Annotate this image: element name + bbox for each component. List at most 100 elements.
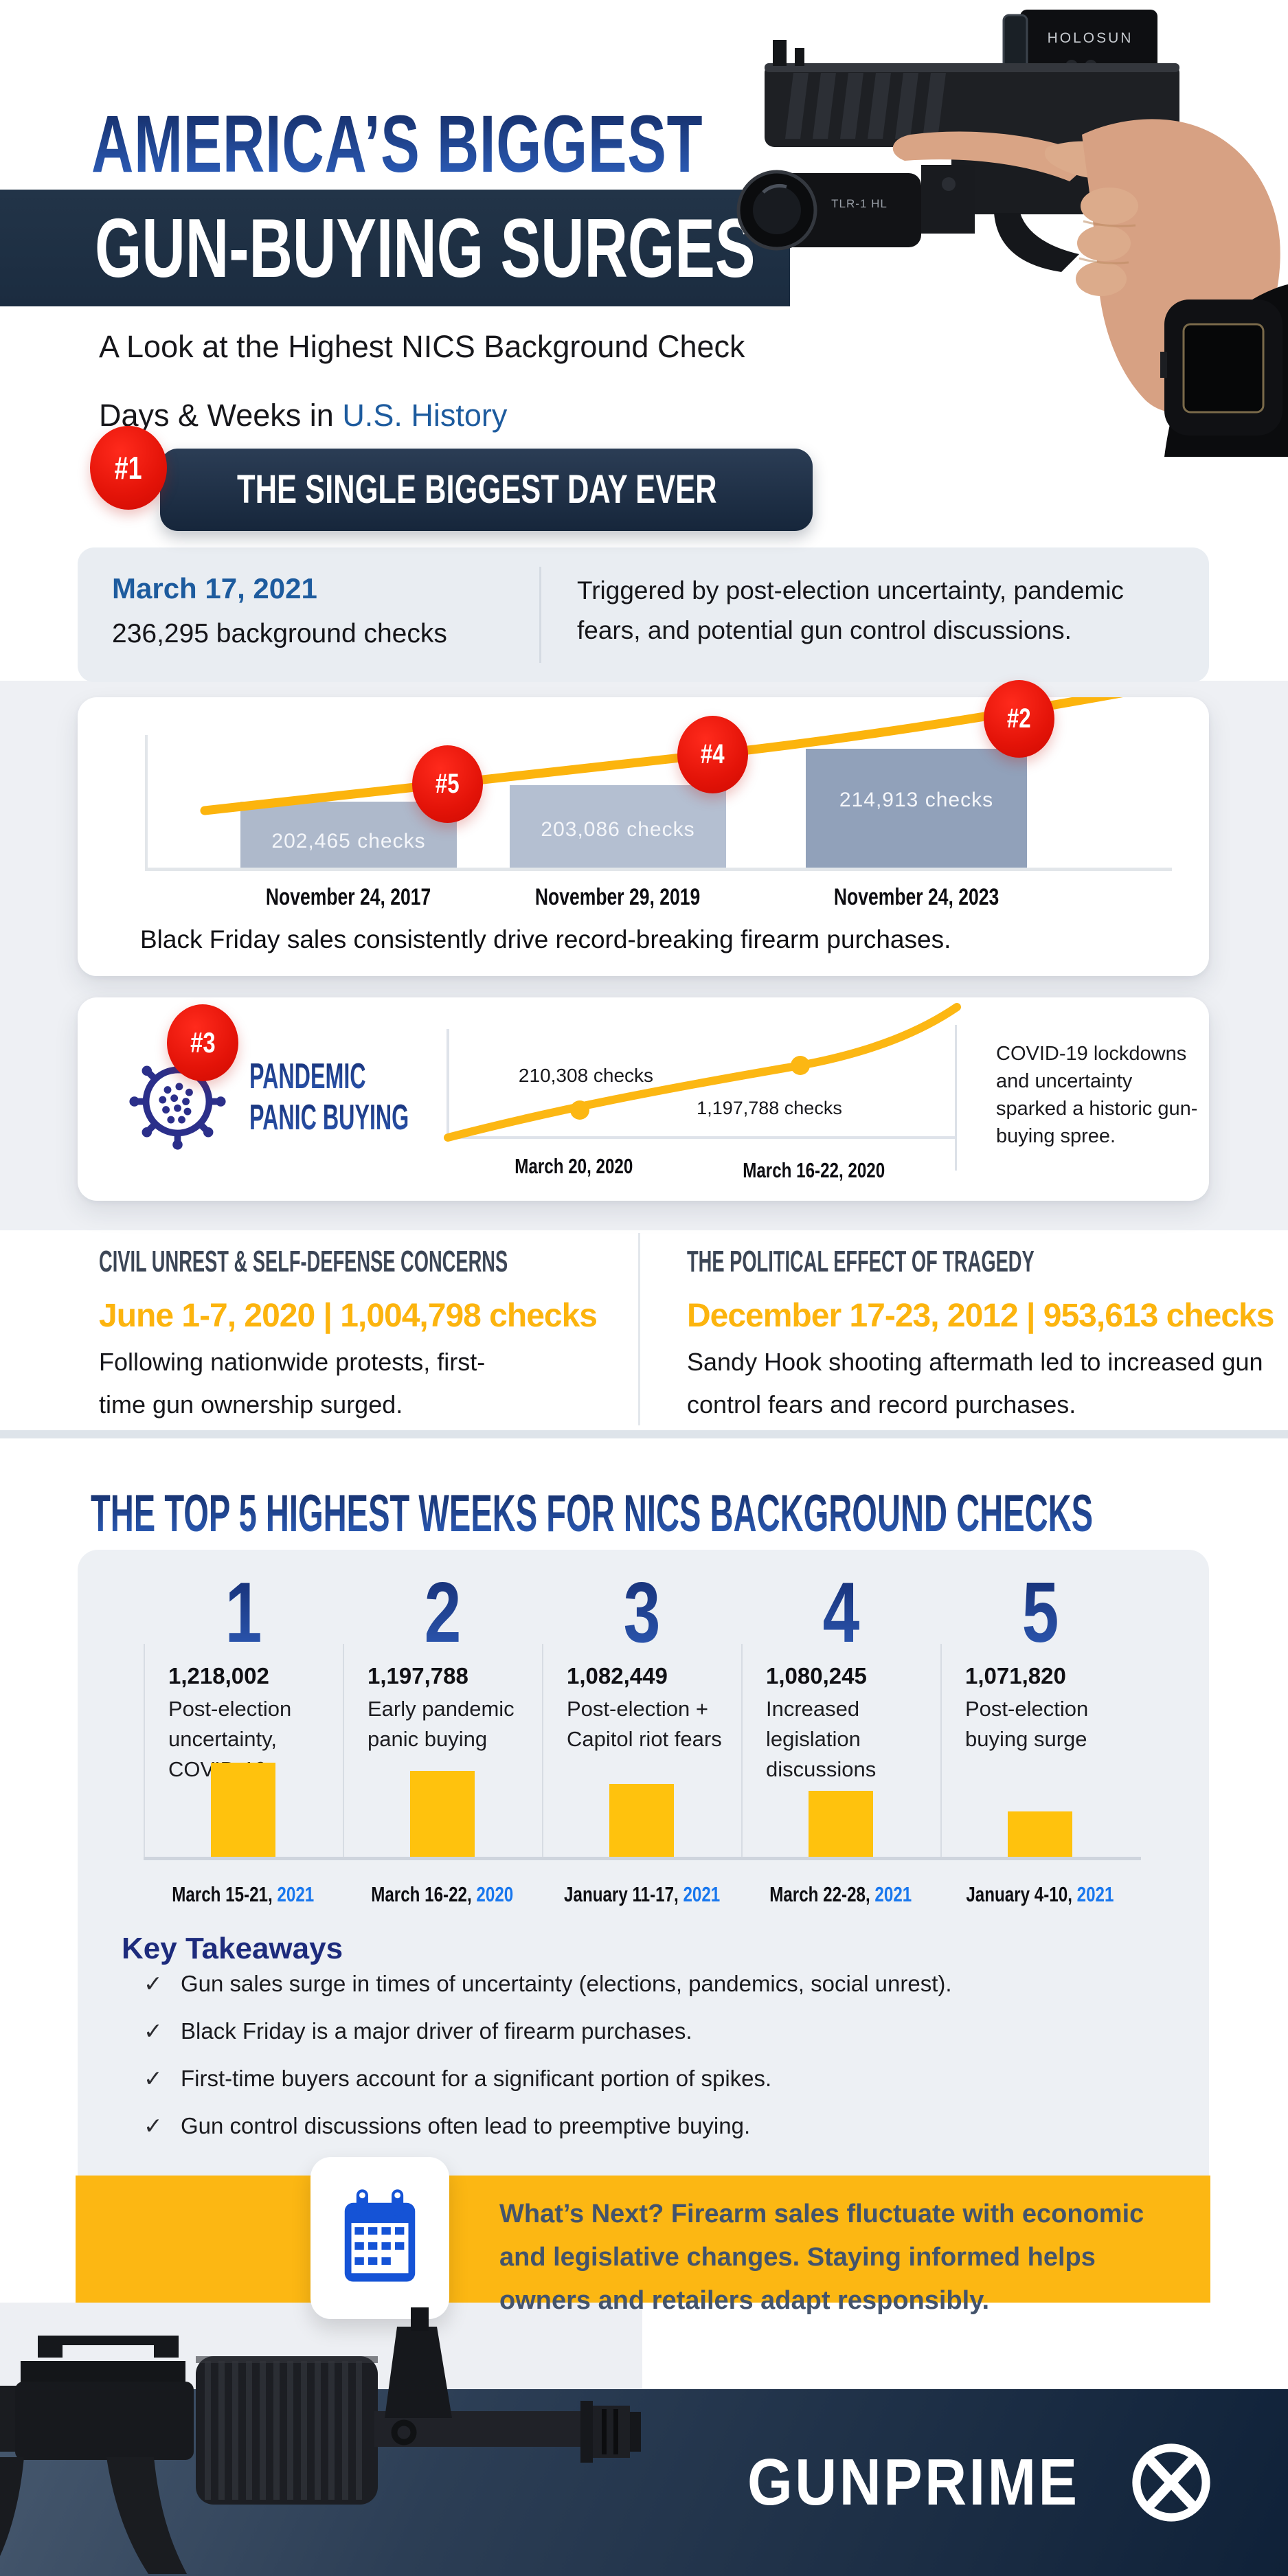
top5-title: THE TOP 5 HIGHEST WEEKS FOR NICS BACKGRO… (91, 1484, 1094, 1543)
top5-bar-1 (211, 1763, 275, 1857)
top5-rank-2: 2 (424, 1566, 461, 1660)
top5-rank-1: 1 (225, 1566, 262, 1660)
pandemic-y-axis (447, 1029, 449, 1139)
top5-bar-2 (410, 1771, 475, 1857)
bf-date-2023: November 24, 2023 (833, 884, 999, 910)
civil-unrest-stat: June 1-7, 2020 | 1,004,798 checks (99, 1298, 598, 1334)
rifle-photo (0, 2307, 641, 2574)
bf-baseline (145, 868, 1172, 871)
virus-icon (129, 1053, 226, 1150)
bf-bar-2017: 202,465 checks (240, 802, 457, 868)
top5-rank-5: 5 (1021, 1566, 1059, 1660)
pandemic-point2-label: 1,197,788 checks (697, 1098, 842, 1118)
takeaway-item-1: ✓ Gun sales surge in times of uncertainty… (144, 1971, 952, 1996)
calendar-card (310, 2157, 449, 2319)
whats-next-text: What’s Next? Firearm sales fluctuate wit… (499, 2200, 1144, 2315)
bf-bar-2019: 203,086 checks (510, 785, 726, 868)
page-title: AMERICA’S BIGGEST (91, 103, 940, 185)
bf-bar-label: 202,465 checks (271, 830, 426, 852)
biggest-day-banner-title: THE SINGLE BIGGEST DAY EVER (237, 467, 717, 512)
tragedy-description: Sandy Hook shooting aftermath led to inc… (687, 1348, 1263, 1419)
biggest-day-stat: 236,295 background checks (112, 619, 447, 648)
pandemic-point1-label: 210,308 checks (518, 1065, 654, 1086)
biggest-day-card: March 17, 2021 236,295 background checks… (78, 547, 1209, 682)
top5-rank-4: 4 (822, 1566, 859, 1660)
bf-date-2017: November 24, 2017 (266, 884, 431, 910)
page-title-line2-wrap: GUN-BUYING SURGES (95, 190, 1012, 306)
top5-desc-5: 1,071,820 Post-election buying surge (965, 1663, 1089, 1751)
bf-bar-label: 214,913 checks (839, 789, 994, 811)
top5-col-divider (940, 1644, 942, 1857)
footer-brand-text: GUNPRIME (747, 2445, 1080, 2519)
civil-unrest-title: CIVIL UNREST & SELF-DEFENSE CONCERNS (99, 1245, 508, 1278)
light-model-label: TLR-1 HL (831, 197, 888, 210)
top5-date-5: January 4-10, 2021 (966, 1882, 1114, 1906)
bf-y-axis (145, 735, 148, 871)
takeaway-item-2: ✓ Black Friday is a major driver of firea… (144, 2018, 692, 2044)
biggest-day-divider (539, 567, 541, 663)
bf-caption: Black Friday sales consistently drive re… (140, 925, 951, 953)
whats-next-banner (76, 2176, 1210, 2303)
top5-bar-4 (809, 1791, 873, 1857)
hand-holding-pistol-photo: HOLOSUN TLR-1 HL (736, 0, 1288, 457)
rank-badge-5: #5 (412, 745, 483, 823)
top5-rank-3: 3 (623, 1566, 660, 1660)
pandemic-baseline (447, 1136, 956, 1139)
top5-col-divider (542, 1644, 543, 1857)
biggest-day-banner: THE SINGLE BIGGEST DAY EVER (160, 449, 813, 531)
subtitle-highlight: U.S. History (342, 398, 508, 433)
rank-badge-3: #3 (167, 1004, 238, 1081)
top5-date-2: March 16-22, 2020 (371, 1882, 514, 1906)
optic-brand-label: HOLOSUN (1048, 30, 1133, 46)
subtitle: A Look at the Highest NICS Background Ch… (99, 313, 752, 450)
trigger-guard (994, 213, 1079, 272)
tragedy-stat: December 17-23, 2012 | 953,613 checks (687, 1298, 1274, 1334)
index-finger (892, 131, 1096, 181)
takeaway-item-3: ✓ First-time buyers account for a signifi… (144, 2066, 772, 2091)
bf-bar-label: 203,086 checks (541, 818, 695, 841)
footer-brand: GUNPRIME (747, 2437, 1217, 2528)
top5-col-divider (343, 1644, 344, 1857)
two-col-divider (638, 1233, 640, 1425)
pandemic-divider (955, 1025, 957, 1171)
page-title-line2: GUN-BUYING SURGES (95, 201, 756, 295)
bf-bar-2023: 214,913 checks (806, 749, 1027, 868)
rank-badge-2: #2 (984, 680, 1054, 758)
top5-desc-4: 1,080,245 Increased legislation discussio… (766, 1663, 877, 1781)
top5-bar-3 (609, 1784, 674, 1857)
rank-badge-1: #1 (90, 426, 167, 510)
top5-col-divider (144, 1644, 145, 1857)
top5-date-3: January 11-17, 2021 (564, 1882, 721, 1906)
top5-bar-5 (1008, 1811, 1072, 1857)
tragedy-title: THE POLITICAL EFFECT OF TRAGEDY (687, 1245, 1035, 1278)
pandemic-card: PANDEMIC PANIC BUYING 210,308 checks 1,1… (78, 997, 1209, 1201)
page-title-line1: AMERICA’S BIGGEST (91, 99, 703, 190)
front-sight-post (385, 2327, 452, 2418)
magazine (106, 2457, 187, 2574)
receiver (15, 2382, 194, 2460)
pandemic-point1-date: March 20, 2020 (514, 1154, 633, 1178)
takeaway-item-4: ✓ Gun control discussions often lead to p… (144, 2113, 751, 2138)
top5-desc-3: 1,082,449 Post-election + Capitol riot fe… (567, 1663, 722, 1751)
bf-date-2019: November 29, 2019 (535, 884, 701, 910)
top5-baseline (144, 1857, 1141, 1860)
takeaways-title: Key Takeaways (122, 1932, 343, 1965)
pandemic-point2-date: March 16-22, 2020 (743, 1158, 885, 1182)
front-sight (773, 40, 787, 66)
pistol-slide (765, 63, 1179, 147)
muzzle-device (593, 2406, 630, 2458)
civil-unrest-description: Following nationwide protests, first-tim… (99, 1348, 486, 1419)
top5-date-1: March 15-21, 2021 (172, 1882, 315, 1906)
pistol-grip (0, 2457, 24, 2556)
carry-handle (38, 2336, 179, 2358)
biggest-day-description: Triggered by post-election uncertainty, … (577, 576, 1124, 644)
pandemic-description: COVID-19 lockdowns and uncertainty spark… (996, 1043, 1198, 1147)
pandemic-line (444, 1003, 961, 1142)
section-divider (0, 1430, 1288, 1438)
calendar-icon (344, 2189, 416, 2282)
footer-brand-icon (1132, 2443, 1211, 2522)
top5-date-4: March 22-28, 2021 (769, 1882, 912, 1906)
biggest-day-date: March 17, 2021 (112, 572, 317, 605)
